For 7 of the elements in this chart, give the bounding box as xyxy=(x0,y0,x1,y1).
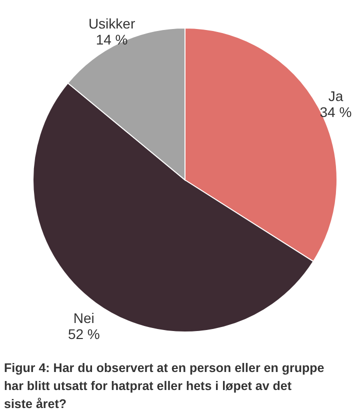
data-label: 34 % xyxy=(320,104,352,120)
slice-label: Ja xyxy=(328,88,344,104)
data-label: 52 % xyxy=(68,326,100,342)
slice-label: Usikker xyxy=(88,15,136,32)
data-label: 14 % xyxy=(96,31,128,48)
text: Figur 4: Har du observert at en person eller en gruppe har blitt utsatt for hatprat eller hets i løpet av det siste året? xyxy=(4,361,324,411)
slice-label: Nei xyxy=(73,310,94,326)
